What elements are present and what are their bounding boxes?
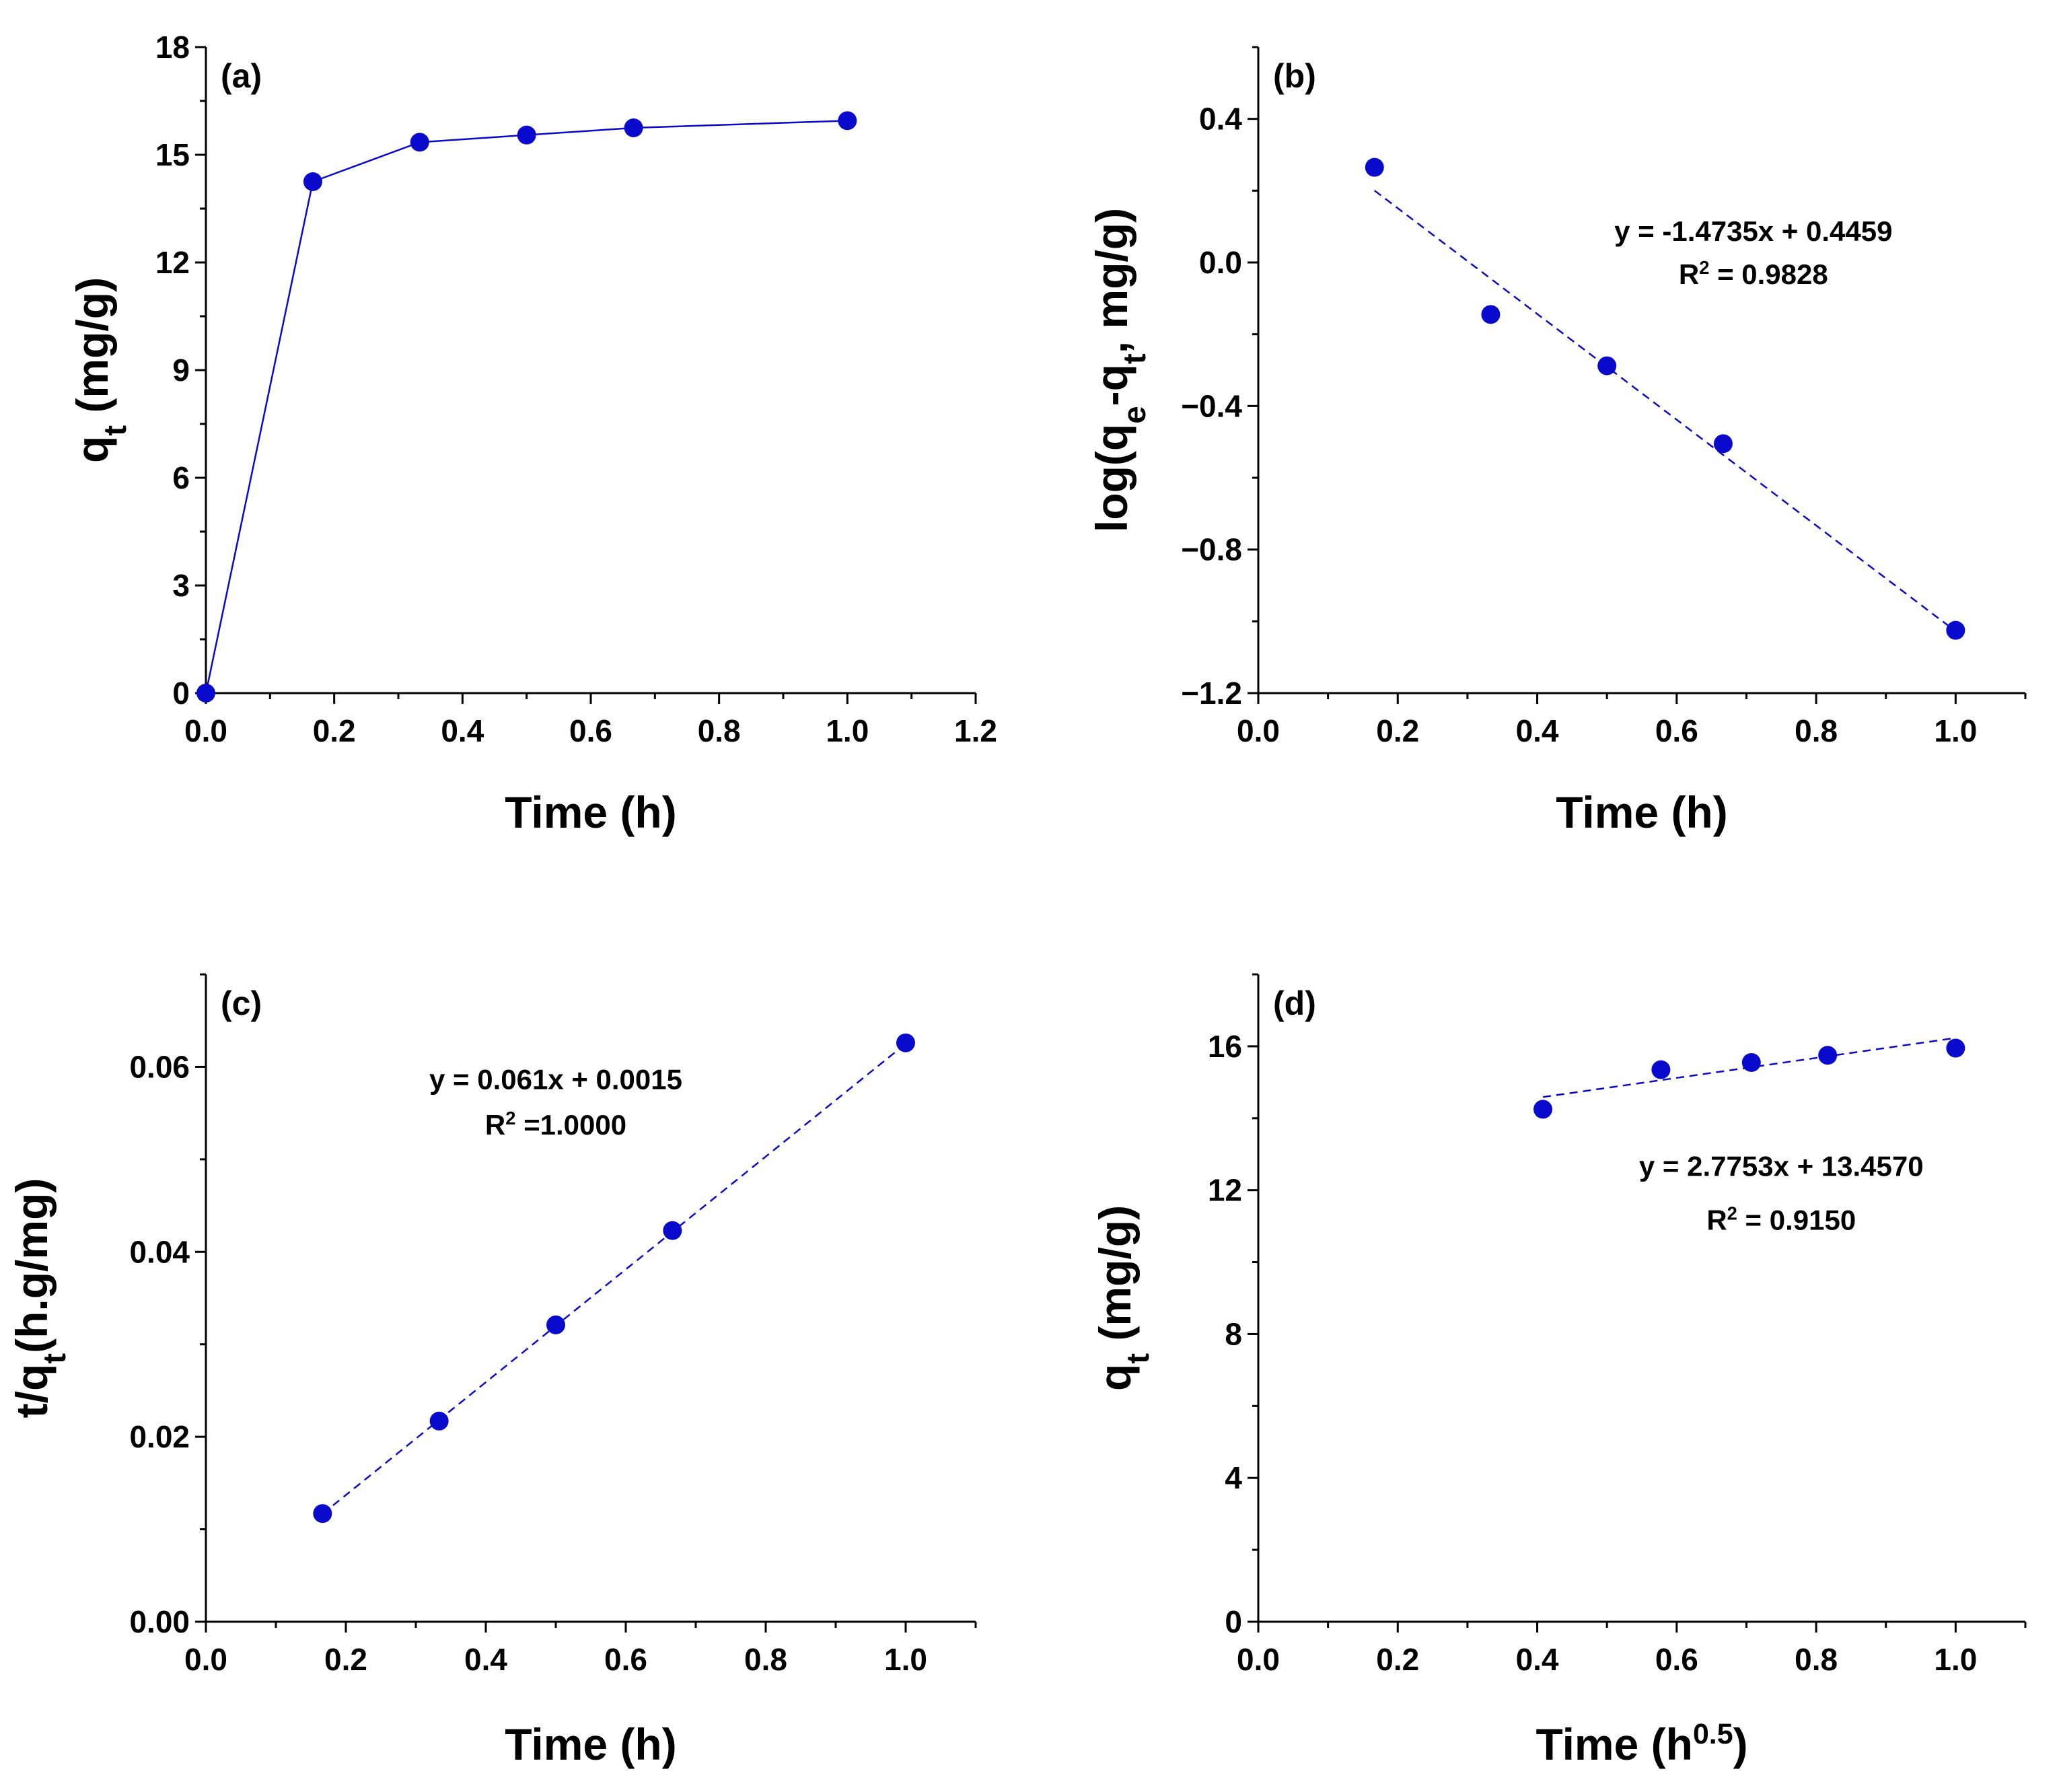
y-axis-label: qt (mg/g) bbox=[1090, 1205, 1156, 1391]
y-axis-label: qt (mg/g) bbox=[67, 277, 133, 463]
y-tick-label: 12 bbox=[155, 245, 190, 280]
y-tick-label: 16 bbox=[1208, 1029, 1242, 1064]
data-point bbox=[838, 111, 857, 131]
x-tick-label: 0.8 bbox=[698, 713, 741, 748]
panel-label: (c) bbox=[221, 984, 262, 1022]
x-tick-label: 0.4 bbox=[1516, 1642, 1559, 1677]
x-tick-label: 0.4 bbox=[441, 713, 484, 748]
data-point bbox=[429, 1411, 449, 1431]
fit-line bbox=[1374, 190, 1957, 633]
data-point bbox=[303, 172, 322, 191]
x-tick-label: 0.0 bbox=[184, 713, 227, 748]
x-axis-label: Time (h0.5) bbox=[1536, 1718, 1747, 1769]
data-point bbox=[517, 125, 536, 145]
y-tick-label: 0.06 bbox=[129, 1049, 190, 1084]
x-tick-label: 0.0 bbox=[184, 1642, 227, 1677]
data-point bbox=[663, 1221, 682, 1240]
y-tick-label: −0.4 bbox=[1181, 388, 1242, 423]
data-point bbox=[313, 1504, 332, 1524]
series-line bbox=[205, 120, 848, 694]
y-tick-label: 0.04 bbox=[129, 1234, 190, 1269]
panel-b: 0.0 0.2 0.4 0.6 0.8 1.0 −1.2 −0.8 −0.4 0.0 0.4 Time… bbox=[1087, 46, 2027, 837]
x-tick-label: 0.2 bbox=[324, 1642, 367, 1677]
y-tick-label: 0 bbox=[172, 676, 190, 711]
y-axis-label: log(qe-qt, mg/g) bbox=[1087, 208, 1153, 532]
data-point bbox=[1533, 1100, 1553, 1119]
x-tick-label: 0.6 bbox=[604, 1642, 647, 1677]
x-tick-label: 1.0 bbox=[826, 713, 869, 748]
data-point bbox=[1741, 1052, 1761, 1072]
data-point bbox=[1651, 1060, 1671, 1079]
fit-annotation: y = -1.4735x + 0.4459 bbox=[1614, 215, 1892, 247]
data-point bbox=[896, 1033, 915, 1052]
y-tick-label: 8 bbox=[1225, 1316, 1242, 1351]
x-tick-label: 0.0 bbox=[1237, 713, 1280, 748]
x-tick-label: 0.6 bbox=[1655, 1642, 1698, 1677]
y-tick-label: −1.2 bbox=[1181, 676, 1242, 711]
y-tick-label: 9 bbox=[172, 353, 190, 388]
data-point bbox=[196, 684, 215, 703]
data-point bbox=[1597, 356, 1617, 375]
x-tick-label: 0.6 bbox=[1655, 713, 1698, 748]
panel-label: (d) bbox=[1273, 984, 1316, 1022]
y-tick-label: 6 bbox=[172, 460, 190, 495]
data-point bbox=[410, 133, 429, 152]
y-tick-label: 0.4 bbox=[1199, 102, 1242, 137]
x-axis-label: Time (h) bbox=[505, 787, 676, 837]
panel-d: 0.0 0.2 0.4 0.6 0.8 1.0 0 4 8 12 16 Time (h0.5) qt (… bbox=[1090, 973, 2027, 1769]
data-point bbox=[1365, 157, 1384, 177]
data-point bbox=[546, 1315, 565, 1334]
data-point bbox=[1481, 305, 1501, 324]
x-tick-label: 0.2 bbox=[1376, 1642, 1419, 1677]
fit-annotation: y = 0.061x + 0.0015 bbox=[429, 1063, 682, 1095]
panel-a: 0.0 0.2 0.4 0.6 0.8 1.0 1.2 0 3 6 9 12 15 18 Time (h) q… bbox=[67, 30, 997, 837]
x-tick-label: 1.0 bbox=[884, 1642, 927, 1677]
x-tick-label: 0.8 bbox=[1795, 1642, 1838, 1677]
y-tick-label: 3 bbox=[172, 568, 190, 603]
fit-annotation: y = 2.7753x + 13.4570 bbox=[1639, 1150, 1924, 1182]
data-point bbox=[624, 118, 643, 137]
y-tick-label: −0.8 bbox=[1181, 532, 1242, 567]
x-tick-label: 0.2 bbox=[313, 713, 356, 748]
y-tick-label: 0.02 bbox=[129, 1419, 190, 1454]
y-tick-label: 0 bbox=[1225, 1604, 1242, 1639]
data-point bbox=[1818, 1046, 1838, 1065]
y-tick-label: 4 bbox=[1225, 1460, 1242, 1495]
x-tick-label: 0.0 bbox=[1237, 1642, 1280, 1677]
fit-annotation: R2 = 0.9150 bbox=[1706, 1203, 1856, 1236]
x-tick-label: 1.0 bbox=[1934, 1642, 1977, 1677]
x-tick-label: 0.8 bbox=[1795, 713, 1838, 748]
x-tick-label: 0.8 bbox=[744, 1642, 787, 1677]
panel-label: (b) bbox=[1273, 57, 1316, 95]
x-tick-label: 1.0 bbox=[1934, 713, 1977, 748]
x-axis-label: Time (h) bbox=[1556, 787, 1727, 837]
fit-line bbox=[322, 1043, 906, 1515]
x-axis-label: Time (h) bbox=[505, 1719, 676, 1769]
x-tick-label: 0.4 bbox=[464, 1642, 507, 1677]
x-tick-label: 1.2 bbox=[954, 713, 997, 748]
y-tick-label: 18 bbox=[155, 30, 190, 65]
data-point bbox=[1946, 620, 1965, 640]
x-tick-label: 0.2 bbox=[1376, 713, 1419, 748]
data-point bbox=[1946, 1038, 1965, 1058]
fit-annotation: R2 = 0.9828 bbox=[1679, 257, 1828, 291]
fit-annotation: R2 =1.0000 bbox=[485, 1107, 626, 1141]
panel-label: (a) bbox=[221, 57, 262, 95]
x-tick-label: 0.4 bbox=[1516, 713, 1559, 748]
y-tick-label: 0.00 bbox=[129, 1604, 190, 1639]
y-tick-label: 12 bbox=[1208, 1173, 1242, 1208]
y-axis-label: t/qt(h.g/mg) bbox=[7, 1178, 73, 1419]
y-tick-label: 15 bbox=[155, 137, 190, 172]
x-tick-label: 0.6 bbox=[569, 713, 612, 748]
panel-c: 0.0 0.2 0.4 0.6 0.8 1.0 0.00 0.02 0.04 0.06 Time (… bbox=[7, 973, 977, 1769]
y-tick-label: 0.0 bbox=[1199, 245, 1242, 280]
data-point bbox=[1713, 434, 1733, 454]
